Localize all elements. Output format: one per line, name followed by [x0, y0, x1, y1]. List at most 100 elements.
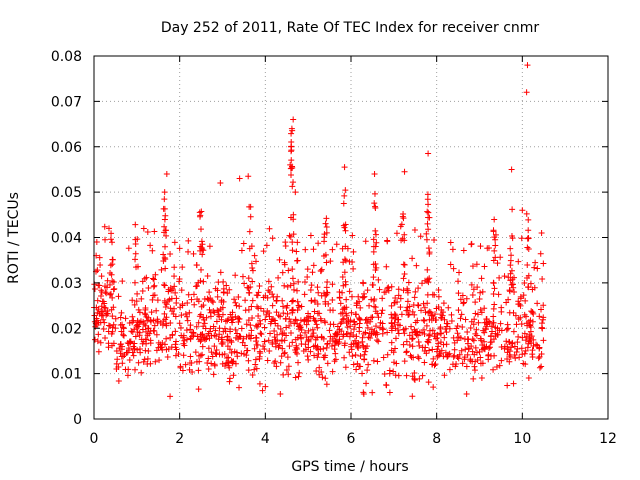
data-point	[289, 247, 296, 254]
data-point	[510, 284, 517, 291]
data-point-outlier	[341, 164, 348, 171]
data-point	[134, 290, 141, 297]
data-point	[368, 330, 375, 337]
data-point	[162, 265, 169, 272]
data-point	[314, 284, 321, 291]
data-point	[498, 327, 505, 334]
data-point	[207, 325, 214, 332]
data-point	[397, 223, 404, 230]
data-point	[293, 248, 300, 255]
data-point	[349, 232, 356, 239]
data-point	[144, 332, 151, 339]
data-point	[321, 318, 328, 325]
data-point	[361, 290, 368, 297]
data-point	[352, 321, 359, 328]
data-point	[417, 233, 424, 240]
data-point	[348, 341, 355, 348]
data-point	[297, 317, 304, 324]
data-point	[197, 277, 204, 284]
data-point	[190, 250, 197, 257]
data-point	[393, 230, 400, 237]
data-point	[263, 242, 270, 249]
data-point	[109, 294, 116, 301]
data-point	[255, 289, 262, 296]
data-point	[356, 363, 363, 370]
data-point	[509, 276, 516, 283]
data-point	[333, 241, 340, 248]
data-point	[532, 259, 539, 266]
data-point	[469, 263, 476, 270]
y-tick-label: 0.08	[51, 49, 82, 65]
data-point	[449, 246, 456, 253]
data-point	[451, 352, 458, 359]
data-point	[477, 289, 484, 296]
data-point	[225, 354, 232, 361]
data-point	[411, 294, 418, 301]
data-point	[474, 357, 481, 364]
x-tick-label: 4	[261, 431, 270, 447]
data-point	[147, 242, 154, 249]
data-point	[350, 248, 357, 255]
data-point	[256, 348, 263, 355]
data-point	[226, 286, 233, 293]
data-point	[388, 283, 395, 290]
data-point	[341, 354, 348, 361]
data-point	[207, 295, 214, 302]
data-point	[277, 390, 284, 397]
data-point	[294, 287, 301, 294]
data-point	[287, 233, 294, 240]
data-point	[218, 336, 225, 343]
data-point	[356, 324, 363, 331]
data-point	[405, 279, 412, 286]
data-point	[266, 313, 273, 320]
data-point	[370, 357, 377, 364]
data-point	[403, 338, 410, 345]
data-point	[210, 323, 217, 330]
data-point	[501, 343, 508, 350]
data-point	[232, 313, 239, 320]
data-point	[234, 330, 241, 337]
data-point	[538, 363, 545, 370]
data-point	[118, 328, 125, 335]
data-point	[392, 314, 399, 321]
data-point	[255, 305, 262, 312]
data-point	[507, 270, 514, 277]
data-point	[342, 227, 349, 234]
data-point	[455, 290, 462, 297]
data-point	[96, 254, 103, 261]
data-point	[208, 360, 215, 367]
data-point	[249, 315, 256, 322]
data-point	[445, 351, 452, 358]
data-point	[386, 389, 393, 396]
data-point	[271, 360, 278, 367]
data-point	[125, 245, 132, 252]
data-point	[195, 367, 202, 374]
data-point	[400, 261, 407, 268]
data-point	[149, 247, 156, 254]
data-point-outlier	[292, 189, 299, 196]
x-tick-label: 12	[599, 431, 617, 447]
data-point	[264, 357, 271, 364]
data-point	[112, 315, 119, 322]
data-point	[483, 343, 490, 350]
data-point	[529, 286, 536, 293]
data-point-outlier	[287, 161, 294, 168]
data-point	[277, 313, 284, 320]
data-point	[118, 353, 125, 360]
data-point	[395, 372, 402, 379]
data-point	[247, 213, 254, 220]
data-point	[409, 393, 416, 400]
data-point	[256, 353, 263, 360]
data-point	[232, 299, 239, 306]
data-point	[348, 309, 355, 316]
data-point	[198, 303, 205, 310]
data-point	[325, 300, 332, 307]
data-point	[343, 296, 350, 303]
data-point	[374, 358, 381, 365]
data-point	[442, 326, 449, 333]
data-point	[359, 279, 366, 286]
data-point	[322, 251, 329, 258]
data-point	[522, 297, 529, 304]
data-point	[490, 366, 497, 373]
data-point	[495, 291, 502, 298]
